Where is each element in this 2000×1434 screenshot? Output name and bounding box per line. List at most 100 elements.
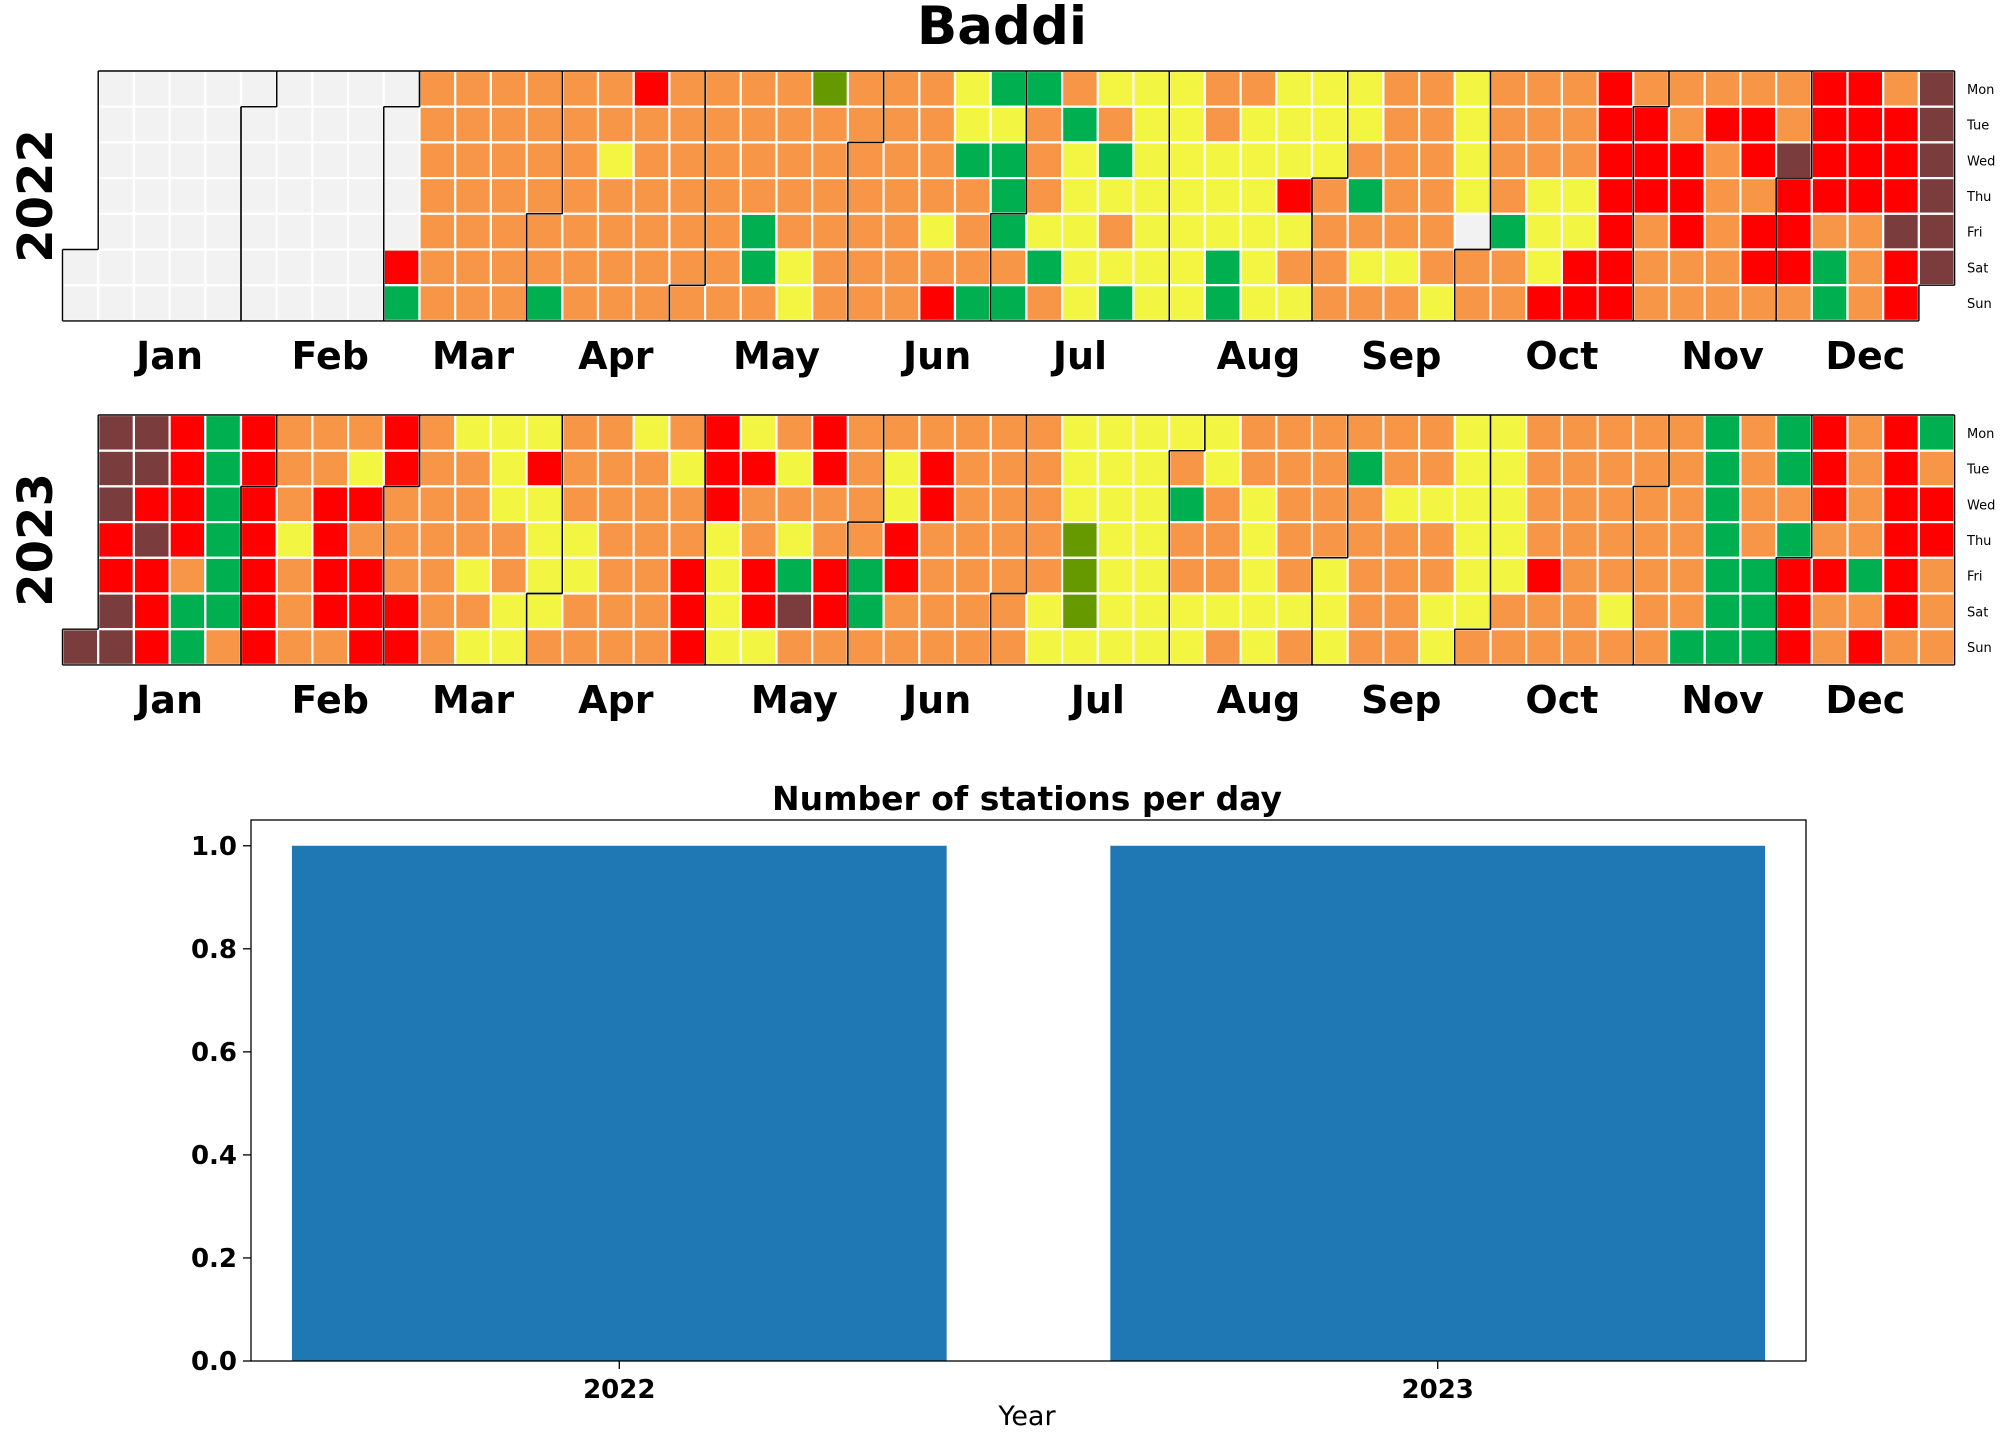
day-cell <box>882 592 921 631</box>
day-cell <box>846 556 885 595</box>
day-cell <box>632 485 671 524</box>
day-cell <box>1275 177 1314 215</box>
day-cell <box>204 284 243 323</box>
day-cell <box>953 248 992 287</box>
y-tick-label: 0.0 <box>191 1347 237 1377</box>
day-cell <box>1846 413 1885 452</box>
day-cell <box>311 284 350 323</box>
day-cell <box>1489 413 1528 452</box>
day-cell <box>1882 248 1920 287</box>
day-cell <box>1560 556 1599 595</box>
day-cell <box>1132 248 1171 287</box>
day-cell <box>1774 69 1813 108</box>
day-cell <box>382 592 421 631</box>
calendar-heatmaps: Jan Feb Mar Apr May Jun Jul Aug Sep Oct Nov Dec Mon T… <box>8 69 1995 722</box>
day-cell <box>1310 449 1349 488</box>
weekday-label: Sun <box>1967 297 1992 312</box>
day-cell <box>1310 69 1349 108</box>
day-cell <box>1882 556 1920 595</box>
day-cell <box>204 628 243 667</box>
day-cell <box>1203 592 1242 631</box>
day-cell <box>596 69 635 108</box>
day-cell <box>1882 69 1920 108</box>
day-cell <box>989 592 1028 631</box>
day-cell <box>239 105 278 144</box>
day-cell <box>1846 449 1885 488</box>
day-cell <box>1810 105 1849 144</box>
day-cell <box>953 485 992 524</box>
day-cell <box>525 628 564 667</box>
day-cell <box>1417 485 1456 524</box>
day-cell <box>1774 449 1813 488</box>
day-cell <box>1667 520 1706 559</box>
day-cell <box>1846 556 1885 595</box>
day-cell <box>1525 592 1563 631</box>
day-cell <box>239 556 278 595</box>
day-cell <box>97 284 135 323</box>
day-cell <box>918 413 957 452</box>
day-cell <box>97 556 135 595</box>
day-cell <box>97 485 135 524</box>
day-cell <box>1060 628 1099 667</box>
day-cell <box>1703 485 1742 524</box>
day-cell <box>1917 449 1956 488</box>
day-cell <box>1596 556 1635 595</box>
day-cell <box>1382 69 1421 108</box>
day-cell <box>739 105 778 144</box>
day-cell <box>918 212 957 251</box>
day-cell <box>703 628 742 667</box>
day-cell <box>275 520 314 559</box>
day-cell <box>382 628 421 667</box>
day-cell <box>561 628 600 667</box>
day-cell <box>953 449 992 488</box>
day-cell <box>703 177 742 215</box>
day-cell <box>989 284 1028 323</box>
day-cell <box>596 520 635 559</box>
day-cell <box>1239 141 1278 180</box>
day-cell <box>1025 105 1064 144</box>
y-tick-label: 0.8 <box>191 935 237 965</box>
day-cell <box>418 556 457 595</box>
day-cell <box>1560 248 1599 287</box>
day-cell <box>989 248 1028 287</box>
day-cell <box>1346 177 1385 215</box>
month-label: Sep <box>1361 334 1441 378</box>
day-cell <box>1096 628 1135 667</box>
day-cell <box>1168 556 1206 595</box>
day-cell <box>1203 141 1242 180</box>
day-cell <box>1703 141 1742 180</box>
day-cell <box>275 177 314 215</box>
day-cell <box>1917 177 1956 215</box>
day-cell <box>882 520 921 559</box>
day-cell <box>1632 248 1671 287</box>
day-cell <box>1382 105 1421 144</box>
day-cell <box>668 69 707 108</box>
day-cell <box>632 592 671 631</box>
day-cell <box>1132 520 1171 559</box>
day-cell <box>632 520 671 559</box>
day-cell <box>1382 592 1421 631</box>
day-cell <box>454 105 493 144</box>
day-cell <box>61 284 100 323</box>
day-cell <box>1417 284 1456 323</box>
bar-plot-frame <box>250 819 1807 1362</box>
day-cell <box>1489 520 1528 559</box>
month-label: Dec <box>1825 334 1905 378</box>
day-cell <box>1525 141 1563 180</box>
day-cell <box>382 248 421 287</box>
day-cell <box>561 413 600 452</box>
day-cell <box>454 284 493 323</box>
day-cell <box>1739 520 1778 559</box>
day-cell <box>382 284 421 323</box>
day-cell <box>1810 69 1849 108</box>
day-cell <box>418 69 457 108</box>
day-cell <box>1489 177 1528 215</box>
day-cell <box>1203 520 1242 559</box>
day-cell <box>1667 628 1706 667</box>
day-cell <box>382 69 421 108</box>
day-cell <box>1096 592 1135 631</box>
day-cell <box>1525 212 1563 251</box>
day-cell <box>1739 248 1778 287</box>
day-cell <box>596 413 635 452</box>
day-cell <box>703 556 742 595</box>
